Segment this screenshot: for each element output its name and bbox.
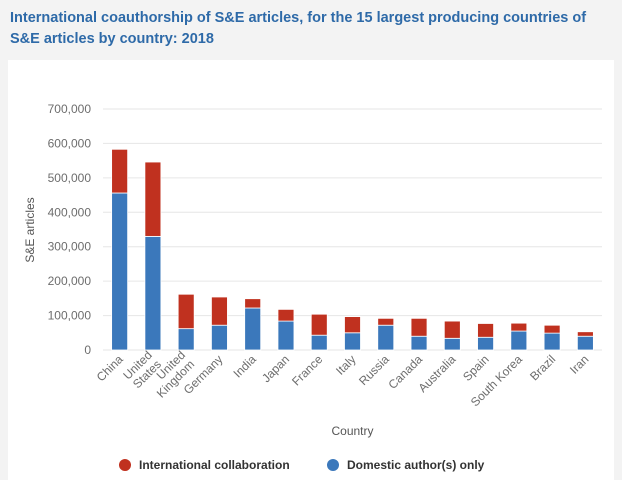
bar-domestic[interactable] xyxy=(244,307,262,351)
bar-international[interactable] xyxy=(477,323,494,338)
bar-domestic[interactable] xyxy=(576,335,594,351)
y-tick-label: 200,000 xyxy=(48,274,92,288)
y-axis-ticks: 0 100,000 200,000 300,000 400,000 500,000 600,… xyxy=(48,102,92,357)
legend: International collaboration Domestic auth… xyxy=(119,458,485,472)
bar-international[interactable] xyxy=(410,317,428,337)
bars xyxy=(111,148,594,351)
bar-domestic[interactable] xyxy=(443,337,461,351)
bar-international[interactable] xyxy=(510,322,528,332)
bar-domestic[interactable] xyxy=(543,332,561,351)
bar-domestic[interactable] xyxy=(377,324,395,351)
bar-international[interactable] xyxy=(377,317,395,326)
y-tick-label: 600,000 xyxy=(48,136,92,150)
y-tick-label: 400,000 xyxy=(48,205,92,219)
bar-domestic[interactable] xyxy=(410,335,428,351)
bar-international[interactable] xyxy=(144,161,162,237)
bar-international[interactable] xyxy=(111,148,129,194)
legend-label[interactable]: Domestic author(s) only xyxy=(347,458,485,472)
bar-domestic[interactable] xyxy=(211,324,228,351)
chart-canvas: 0 100,000 200,000 300,000 400,000 500,000 600,… xyxy=(23,102,602,472)
bar-international[interactable] xyxy=(344,316,361,334)
x-tick-label: Australia xyxy=(416,352,459,395)
bar-domestic[interactable] xyxy=(277,320,295,351)
bar-domestic[interactable] xyxy=(510,330,528,351)
x-tick-label: Italy xyxy=(333,352,358,377)
bar-international[interactable] xyxy=(244,298,262,309)
x-tick-label: Brazil xyxy=(527,352,558,383)
y-tick-label: 100,000 xyxy=(48,309,92,323)
bar-international[interactable] xyxy=(443,320,461,339)
bar-international[interactable] xyxy=(211,296,228,326)
y-axis-title: S&E articles xyxy=(23,197,37,262)
bar-international[interactable] xyxy=(543,324,561,334)
bar-international[interactable] xyxy=(576,331,594,337)
y-tick-label: 300,000 xyxy=(48,240,92,254)
x-tick-label: Iran xyxy=(567,352,592,377)
bar-domestic[interactable] xyxy=(344,332,361,351)
chart-title: International coauthorship of S&E articl… xyxy=(10,10,587,47)
bar-domestic[interactable] xyxy=(111,192,129,351)
x-tick-label: France xyxy=(289,352,326,389)
bar-international[interactable] xyxy=(177,293,195,330)
bar-international[interactable] xyxy=(277,308,295,322)
legend-label[interactable]: International collaboration xyxy=(139,458,290,472)
y-tick-label: 500,000 xyxy=(48,171,92,185)
x-tick-label: China xyxy=(94,352,126,384)
legend-marker xyxy=(119,459,131,471)
x-tick-label: Japan xyxy=(259,352,292,385)
legend-marker xyxy=(327,459,339,471)
bar-domestic[interactable] xyxy=(310,334,328,351)
y-tick-label: 700,000 xyxy=(48,102,92,116)
bar-domestic[interactable] xyxy=(477,336,494,351)
y-tick-label: 0 xyxy=(84,343,91,357)
bar-domestic[interactable] xyxy=(144,235,162,351)
bar-international[interactable] xyxy=(310,313,328,336)
chart-card: 0 100,000 200,000 300,000 400,000 500,000 600,… xyxy=(8,60,614,480)
x-tick-label: India xyxy=(231,352,260,381)
bar-domestic[interactable] xyxy=(177,328,195,351)
x-axis-title: Country xyxy=(331,424,373,438)
